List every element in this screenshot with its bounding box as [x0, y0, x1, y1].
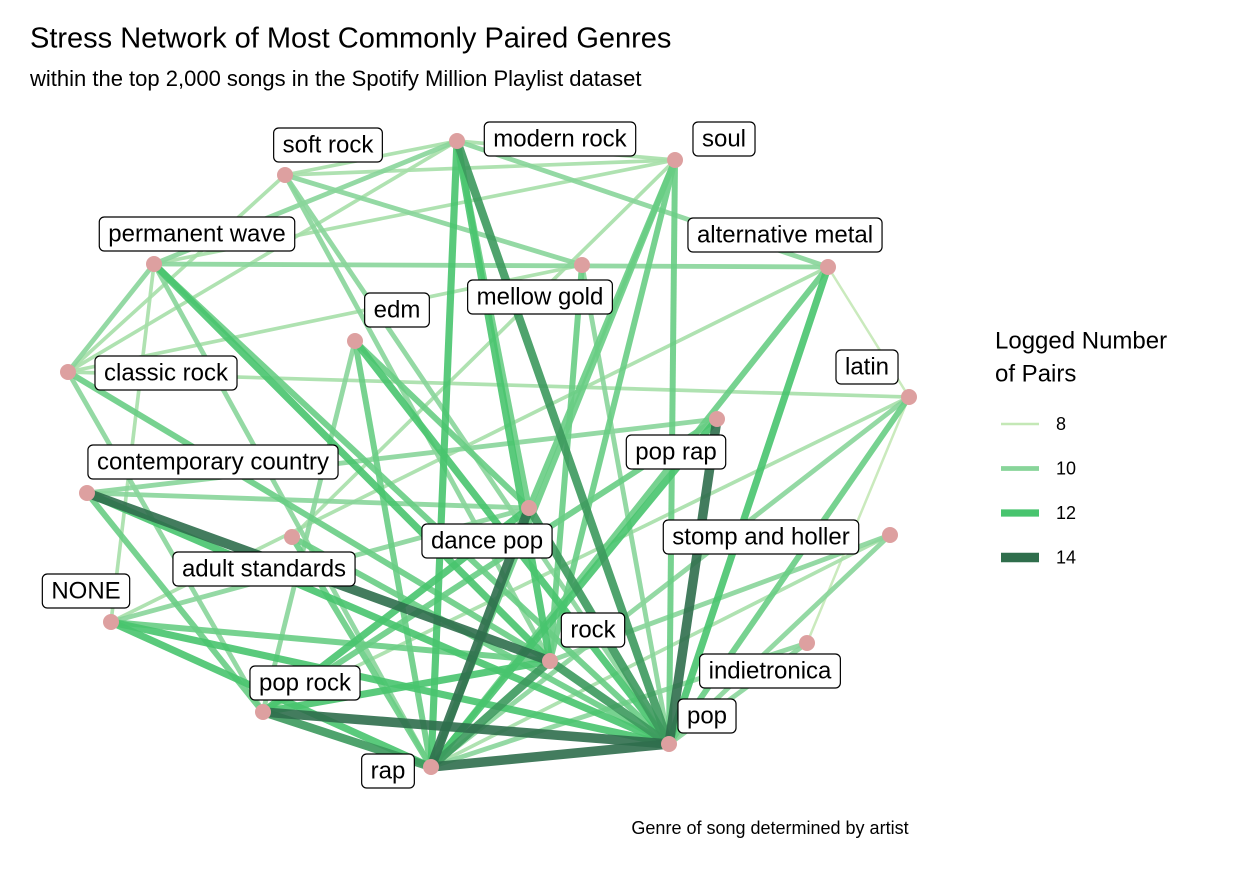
- edge: [109, 263, 156, 623]
- node-label: contemporary country: [97, 448, 329, 475]
- node-label: adult standards: [182, 555, 346, 582]
- edge: [290, 158, 677, 539]
- node-label-box: [172, 551, 356, 587]
- edge: [151, 261, 553, 664]
- edge: [352, 340, 434, 768]
- node-label: permanent wave: [108, 220, 285, 247]
- node-label: alternative metal: [697, 221, 873, 248]
- edge: [428, 657, 553, 771]
- edge: [66, 369, 552, 664]
- node-label-box: [483, 121, 637, 157]
- edge: [805, 396, 911, 644]
- edge: [85, 489, 671, 748]
- legend-label: 14: [1056, 547, 1076, 567]
- node-label-box: [625, 434, 727, 470]
- node-dot: [542, 653, 558, 669]
- node-label-box: [560, 612, 626, 648]
- node-label: soul: [702, 125, 746, 152]
- legend-label: 12: [1056, 503, 1076, 523]
- legend-label: 10: [1056, 458, 1076, 478]
- node-dot: [449, 133, 465, 149]
- node-label: edm: [374, 296, 421, 323]
- title: Stress Network of Most Commonly Paired G…: [30, 23, 671, 55]
- node-dot: [901, 389, 917, 405]
- edge: [86, 416, 718, 496]
- node-label-box: [677, 698, 737, 734]
- node-label: NONE: [51, 577, 120, 604]
- edge: [110, 618, 670, 748]
- node-label-box: [273, 127, 383, 163]
- edge: [260, 340, 358, 713]
- edge: [453, 139, 673, 746]
- node-label: mellow gold: [477, 283, 604, 310]
- edge: [547, 657, 672, 748]
- edge: [262, 707, 670, 749]
- edge: [86, 490, 530, 511]
- subtitle: within the top 2,000 songs in the Spotif…: [29, 66, 641, 91]
- node-dot: [574, 257, 590, 273]
- edge: [430, 739, 670, 772]
- node-dot: [60, 364, 76, 380]
- node-dot: [277, 167, 293, 183]
- node-dot: [799, 635, 815, 651]
- node-dot: [255, 704, 271, 720]
- node-label-box: [421, 523, 553, 559]
- node-label-box: [662, 519, 860, 555]
- node-dot: [820, 259, 836, 275]
- legend-title: Logged Number: [995, 327, 1167, 354]
- node-label: soft rock: [283, 131, 375, 158]
- node-label: classic rock: [104, 359, 229, 386]
- node-label-box: [361, 753, 415, 789]
- edge: [66, 173, 287, 374]
- node-label: modern rock: [493, 125, 627, 152]
- node-label-box: [98, 216, 296, 252]
- node-dot: [521, 500, 537, 516]
- node-dot: [284, 529, 300, 545]
- edge: [428, 416, 720, 770]
- edge: [67, 139, 458, 374]
- edge: [262, 657, 551, 716]
- edge: [665, 265, 832, 746]
- edge: [153, 261, 829, 270]
- node-dot: [709, 411, 725, 427]
- edge: [65, 370, 266, 714]
- node-label: latin: [845, 353, 889, 380]
- edge: [151, 261, 672, 747]
- node-label: dance pop: [431, 527, 543, 554]
- node-dot: [103, 614, 119, 630]
- node-label: rap: [371, 757, 406, 784]
- node-label-box: [835, 349, 899, 385]
- edge: [284, 158, 676, 177]
- node-dot: [661, 736, 677, 752]
- node-dot: [882, 527, 898, 543]
- node-label: pop rap: [635, 438, 716, 465]
- node-label-box: [249, 665, 361, 701]
- node-label-box: [87, 444, 339, 480]
- node-label: indietronica: [709, 657, 832, 684]
- caption: Genre of song determined by artist: [631, 818, 908, 838]
- node-dot: [347, 333, 363, 349]
- edge: [664, 418, 722, 745]
- node-label: pop: [687, 702, 727, 729]
- node-label: pop rock: [259, 669, 352, 696]
- node-label-box: [687, 217, 883, 253]
- node-dot: [667, 152, 683, 168]
- node-label-box: [364, 292, 430, 328]
- node-label: rock: [570, 616, 616, 643]
- legend: Logged Number of Pairs 8 10 12 14: [995, 327, 1167, 567]
- node-label: stomp and holler: [672, 523, 849, 550]
- legend-title: of Pairs: [995, 360, 1076, 387]
- node-label-box: [692, 121, 756, 157]
- node-label-box: [699, 653, 841, 689]
- node-dot: [146, 256, 162, 272]
- edge: [66, 262, 156, 374]
- node-label-box: [467, 279, 613, 315]
- node-dot: [79, 485, 95, 501]
- node-label-box: [94, 355, 238, 391]
- legend-label: 8: [1056, 414, 1066, 434]
- nodes: soft rock modern rock soul permanent wave al…: [41, 121, 917, 789]
- node-label-box: [41, 573, 131, 609]
- node-dot: [423, 759, 439, 775]
